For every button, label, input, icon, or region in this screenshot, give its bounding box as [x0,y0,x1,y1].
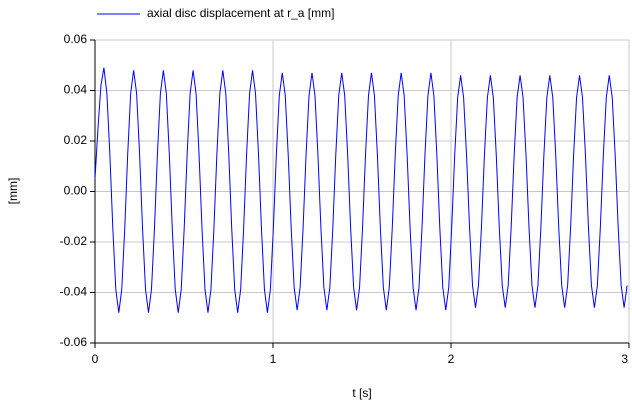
x-tick-label: 2 [448,352,455,366]
x-tick-label: 1 [270,352,277,366]
y-tick-label: -0.06 [60,335,88,349]
x-tick-label: 3 [621,352,628,366]
y-axis-label: [mm] [6,178,20,205]
y-tick-label: -0.04 [60,285,88,299]
y-tick-label: 0.00 [64,184,88,198]
legend-label: axial disc displacement at r_a [mm] [147,6,334,20]
x-tick-label: 0 [92,352,99,366]
y-tick-label: 0.04 [64,83,88,97]
data-line [94,67,628,313]
y-tick-label: -0.02 [60,234,88,248]
y-tick-label: 0.02 [64,133,88,147]
x-axis-label: t [s] [352,386,371,400]
y-tick-label: 0.06 [64,32,88,46]
